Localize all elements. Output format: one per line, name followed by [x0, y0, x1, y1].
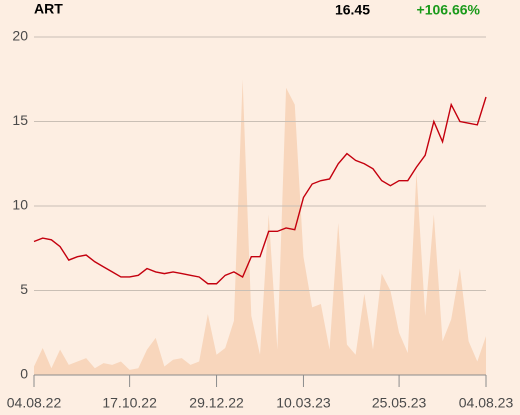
- x-tick-label: 10.03.23: [276, 395, 331, 411]
- x-tick-label: 29.12.22: [189, 395, 244, 411]
- last-value: 16.45: [335, 2, 370, 18]
- y-tick-label: 5: [20, 281, 28, 297]
- change: +106.66%: [417, 2, 481, 18]
- x-tick-label: 25.05.23: [372, 395, 427, 411]
- x-tick-label: 04.08.23: [459, 395, 514, 411]
- volume-area: [34, 79, 486, 375]
- y-tick-label: 20: [12, 28, 28, 44]
- y-tick-label: 0: [20, 366, 28, 382]
- y-tick-label: 15: [12, 112, 28, 128]
- chart-title: ART: [34, 1, 63, 17]
- x-tick-label: 04.08.22: [7, 395, 62, 411]
- x-tick-label: 17.10.22: [102, 395, 157, 411]
- price-line: [33, 96, 487, 285]
- y-tick-label: 10: [12, 197, 28, 213]
